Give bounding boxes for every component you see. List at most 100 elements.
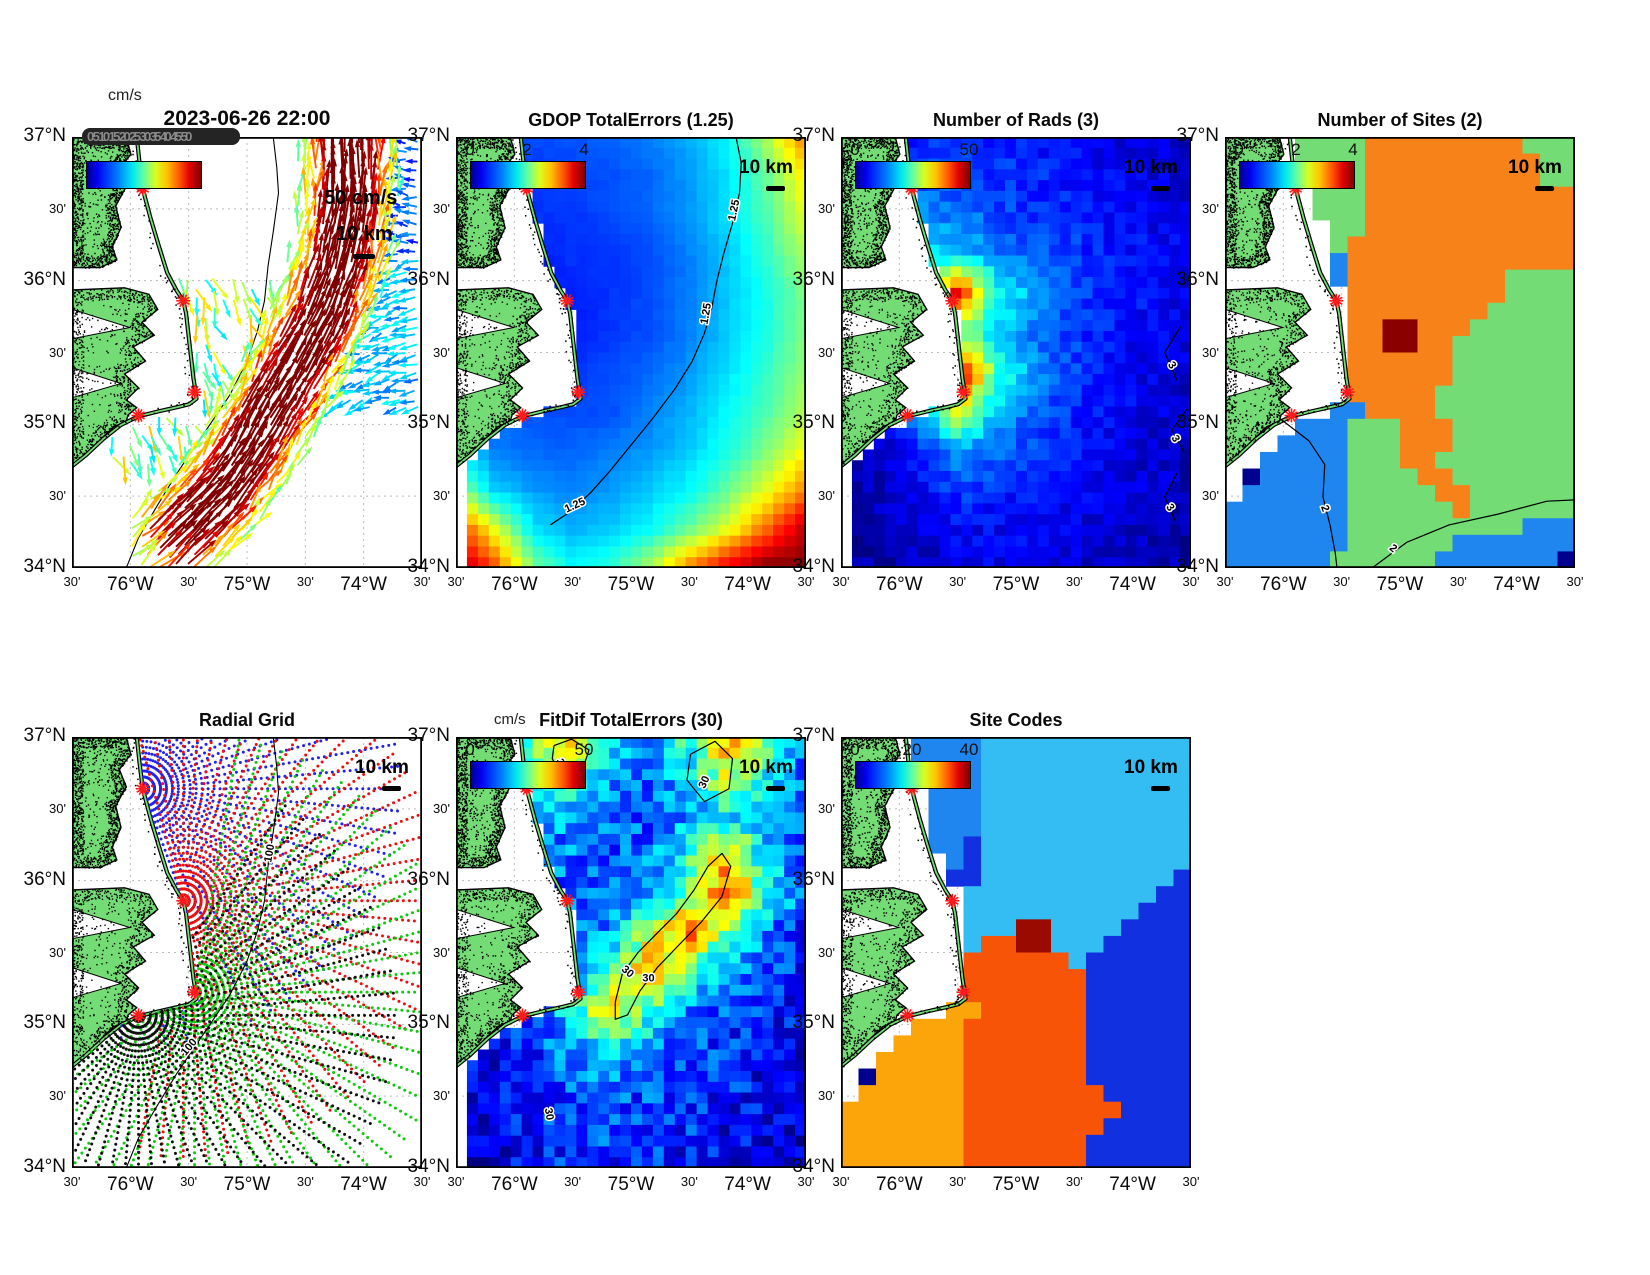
y-tick-label: 34°N: [407, 1156, 450, 1177]
x-tick-label: 30': [1182, 574, 1200, 589]
numsites-map-canvas: [1225, 137, 1575, 568]
x-tick-label: 30': [680, 574, 698, 589]
colorbar-gradient: [470, 161, 586, 189]
x-tick-label: 30': [180, 574, 198, 589]
y-tick-label: 30': [1202, 488, 1219, 504]
panel-title: Radial Grid: [198, 710, 296, 730]
y-tick-label: 34°N: [23, 1156, 66, 1177]
x-tick-label: 30': [1065, 1174, 1083, 1189]
fitdif-map-canvas: [456, 737, 806, 1168]
y-tick-label: 34°N: [407, 556, 450, 577]
x-tick-label: 30': [797, 574, 815, 589]
x-tick-label: 30': [1566, 574, 1584, 589]
x-tick-label: 74°W: [1493, 574, 1540, 595]
x-tick-label: 30': [1216, 574, 1234, 589]
y-tick-label: 30': [818, 344, 835, 360]
y-tick-label: 34°N: [1176, 556, 1219, 577]
x-tick-label: 75°W: [992, 574, 1040, 595]
x-tick-label: 75°W: [607, 574, 655, 595]
panel-gdop: GDOP TotalErrors (1.25) 0 2 4 10 km 37°N 30…: [408, 110, 815, 595]
vector-scale-label: 50 cm/s: [324, 187, 398, 209]
x-tick-label: 75°W: [607, 1174, 655, 1195]
km-scale-label: 10 km: [1124, 157, 1178, 178]
x-tick-label: 30': [63, 574, 81, 589]
y-tick-label: 30': [818, 200, 835, 216]
panel-fitdif: FitDif TotalErrors (30) cm/s 0 50 10 km 3…: [408, 710, 815, 1195]
colorbar-tick-label: 0: [850, 740, 860, 759]
y-tick-label: 30': [433, 488, 450, 504]
y-tick-label: 34°N: [23, 556, 66, 577]
y-tick-label: 37°N: [23, 725, 66, 746]
panel-radial-grid: Radial Grid 10 km 37°N 30' 36°N 30' 35°N 30' 3…: [24, 710, 431, 1195]
colorbar-tick-label: 2: [522, 140, 532, 159]
km-scale-bar: [766, 786, 785, 791]
y-tick-label: 30': [818, 800, 835, 816]
y-tick-label: 36°N: [23, 868, 66, 890]
colorbar-tick-label: 50: [959, 140, 979, 159]
y-tick-label: 36°N: [792, 268, 835, 290]
y-tick-label: 35°N: [407, 1012, 450, 1034]
x-tick-label: 76°W: [876, 1174, 923, 1195]
y-tick-label: 30': [433, 344, 450, 360]
km-scale-bar: [382, 786, 401, 791]
x-tick-label: 30': [180, 1174, 198, 1189]
km-scale-bar: [1535, 186, 1554, 191]
x-tick-label: 30': [564, 1174, 582, 1189]
colorbar-ticks: 0 50: [850, 140, 978, 160]
y-tick-label: 30': [1202, 200, 1219, 216]
x-tick-label: 74°W: [1109, 574, 1156, 595]
x-tick-label: 76°W: [107, 574, 154, 595]
x-tick-label: 74°W: [340, 1174, 387, 1195]
y-tick-label: 30': [49, 800, 66, 816]
y-tick-label: 30': [1202, 344, 1219, 360]
gdop-map-canvas: [456, 137, 806, 568]
y-tick-label: 30': [49, 344, 66, 360]
y-tick-label: 30': [818, 944, 835, 960]
x-tick-label: 75°W: [1376, 574, 1424, 595]
x-tick-label: 74°W: [724, 574, 771, 595]
km-scale-label: 10 km: [336, 223, 393, 245]
currents-map-canvas: [72, 137, 422, 568]
y-tick-label: 36°N: [792, 868, 835, 890]
colorbar-ticks: 0 2 4: [1234, 140, 1357, 160]
x-tick-label: 74°W: [1109, 1174, 1156, 1195]
y-tick-label: 30': [433, 1088, 450, 1104]
x-tick-label: 76°W: [1260, 574, 1307, 595]
colorbar-tick-label: 50: [574, 740, 594, 759]
y-tick-label: 30': [818, 1088, 835, 1104]
colorbar-gradient: [470, 761, 586, 789]
y-tick-label: 30': [433, 944, 450, 960]
x-tick-label: 30': [1182, 1174, 1200, 1189]
x-tick-label: 76°W: [876, 574, 923, 595]
x-tick-label: 75°W: [223, 1174, 271, 1195]
y-tick-label: 35°N: [23, 412, 66, 434]
colorbar-tick-label: 0: [850, 140, 860, 159]
y-tick-label: 37°N: [792, 725, 835, 746]
km-scale-label: 10 km: [739, 757, 793, 778]
x-tick-label: 75°W: [223, 574, 271, 595]
y-tick-label: 36°N: [23, 268, 66, 290]
panel-sitecodes: Site Codes 0 20 40 10 km 37°N 30' 36°N 30' 35°…: [793, 710, 1200, 1195]
y-tick-label: 36°N: [407, 868, 450, 890]
numrads-map-canvas: [841, 137, 1191, 568]
x-tick-label: 30': [296, 1174, 314, 1189]
colorbar-ticks: 0 2 4: [465, 140, 588, 160]
y-tick-label: 30': [49, 200, 66, 216]
y-tick-label: 36°N: [407, 268, 450, 290]
panel-title: Site Codes: [969, 710, 1063, 730]
y-tick-label: 30': [49, 944, 66, 960]
y-tick-label: 35°N: [792, 1012, 835, 1034]
x-tick-label: 30': [1333, 574, 1351, 589]
colorbar-tick-smudge: 0 5 10 15 20 25 30 35 40 45 50: [82, 128, 240, 145]
y-tick-label: 30': [49, 1088, 66, 1104]
panel-title: GDOP TotalErrors (1.25): [528, 110, 734, 130]
x-tick-label: 76°W: [107, 1174, 154, 1195]
y-tick-label: 35°N: [792, 412, 835, 434]
x-tick-label: 30': [447, 1174, 465, 1189]
km-scale-bar: [353, 254, 375, 259]
colorbar-tick-label: 2: [1291, 140, 1301, 159]
colorbar-gradient: [855, 761, 971, 789]
panel-currents: 2023-06-26 22:00 cm/s 0 5 10 15 20 25 30…: [24, 87, 431, 595]
km-scale-bar: [766, 186, 785, 191]
